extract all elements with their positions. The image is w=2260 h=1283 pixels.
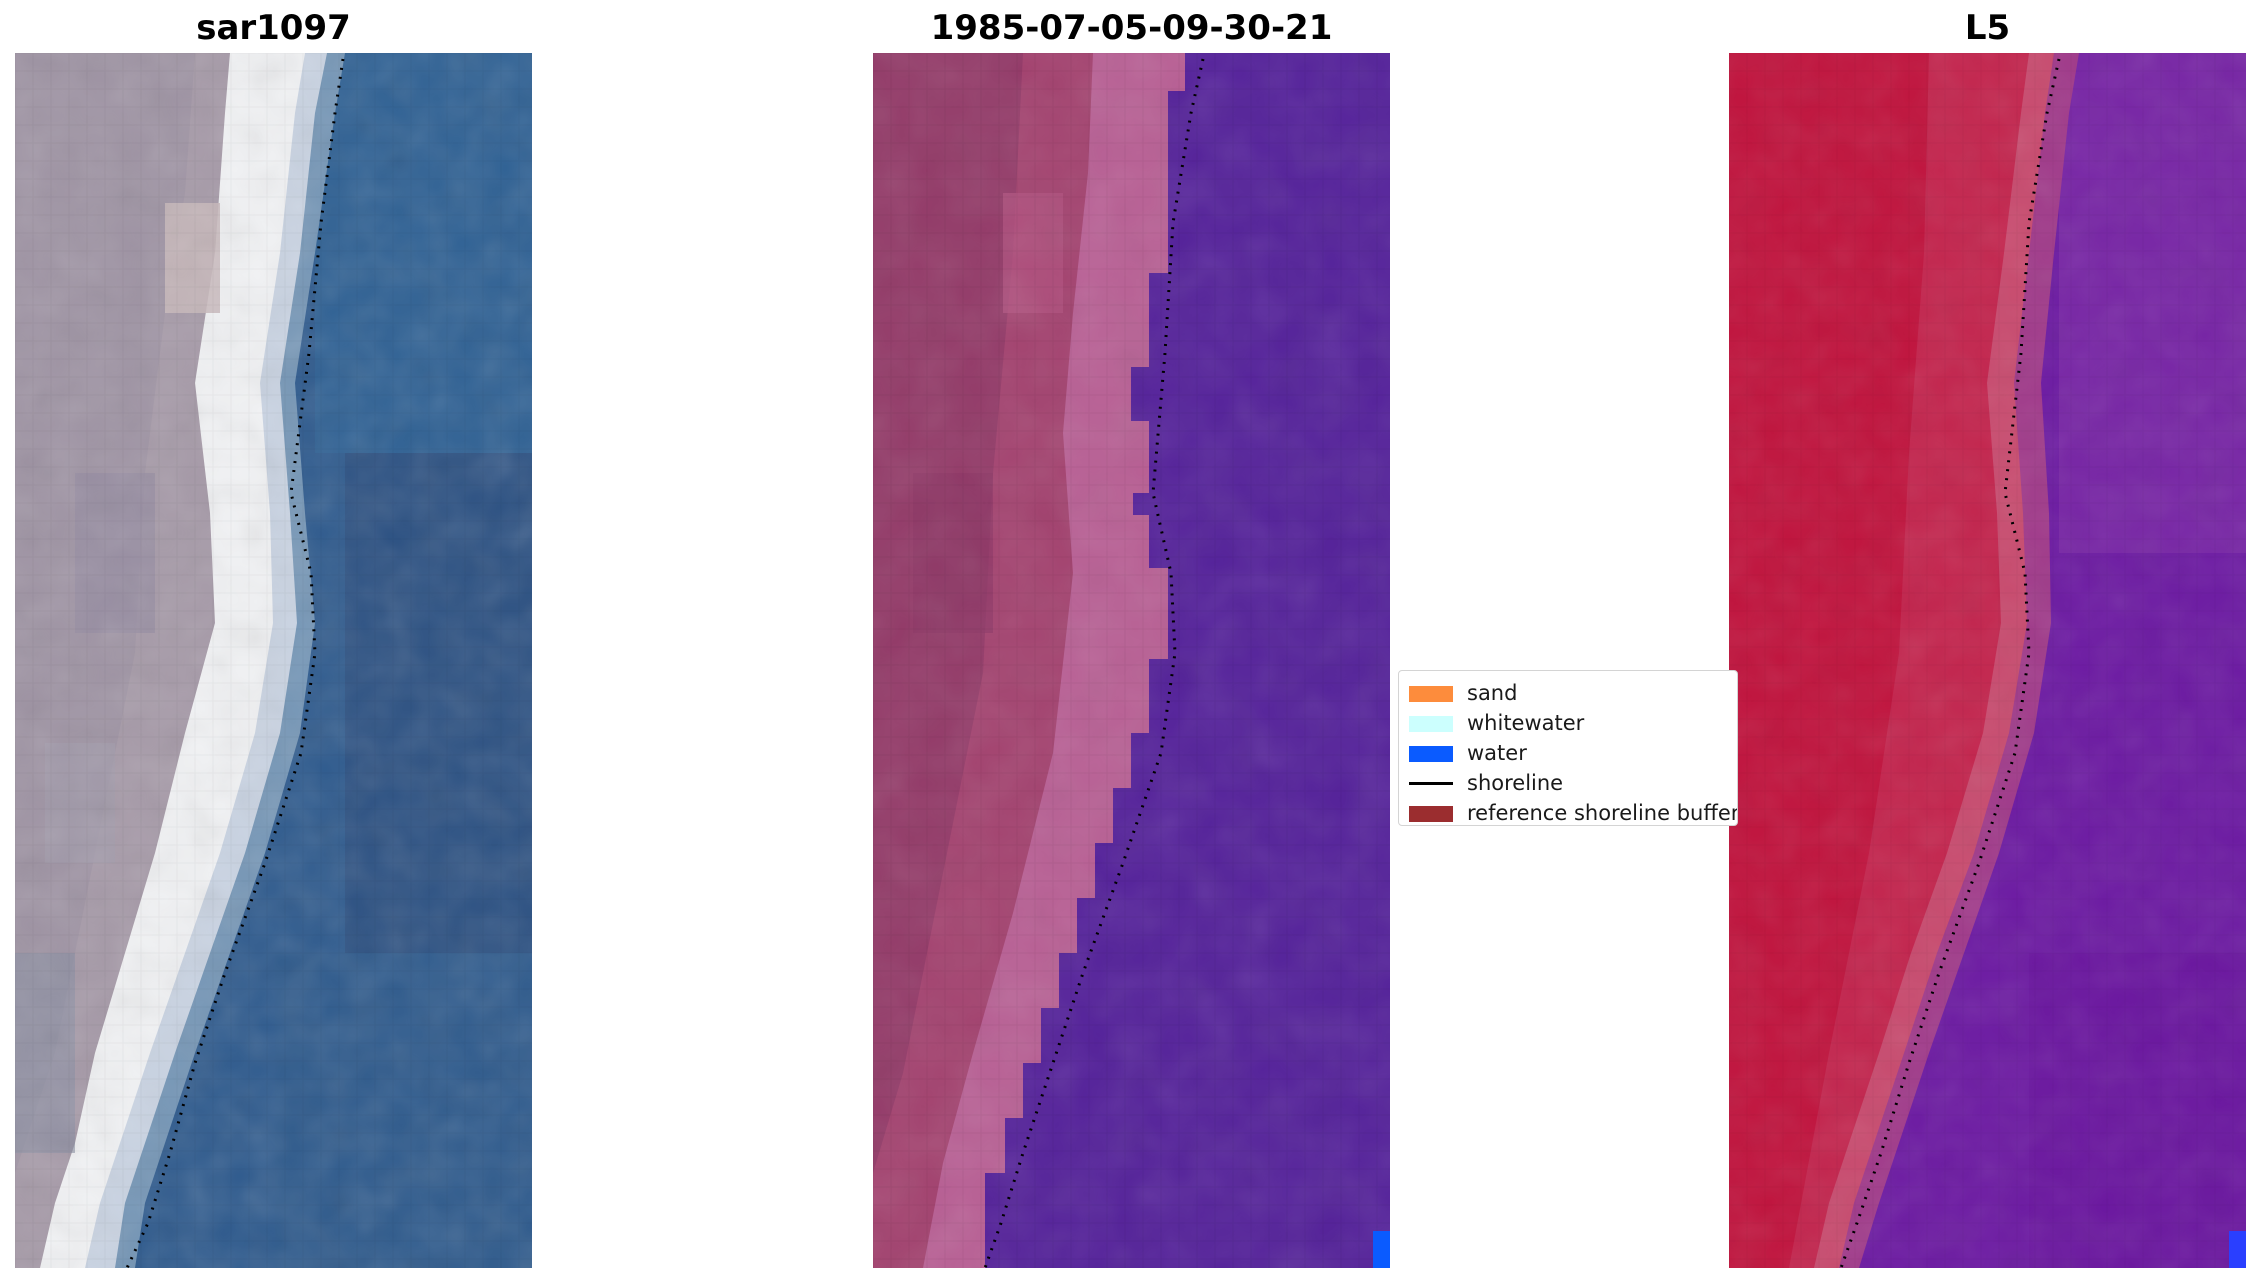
legend-label: whitewater [1467, 711, 1585, 735]
legend-item-reference-buffer: reference shoreline buffer [1399, 799, 1738, 825]
legend: sand whitewater water shoreline referenc… [1398, 670, 1738, 826]
reference-buffer-swatch [1409, 806, 1453, 822]
panel-title-index: L5 [1964, 8, 2011, 48]
index-image [1729, 53, 2246, 1268]
legend-item-sand: sand [1399, 679, 1737, 709]
legend-label: reference shoreline buffer [1467, 801, 1738, 825]
shoreline-line [983, 58, 1205, 1268]
sand-swatch [1409, 686, 1453, 702]
legend-label: shoreline [1467, 771, 1564, 795]
legend-item-whitewater: whitewater [1399, 709, 1737, 739]
index-image-panel [1729, 53, 2246, 1268]
legend-item-water: water [1399, 739, 1737, 769]
shoreline-line [1839, 58, 2061, 1268]
whitewater-swatch [1409, 716, 1453, 732]
water-swatch [1409, 746, 1453, 762]
classification-image [873, 53, 1390, 1268]
legend-label: water [1467, 741, 1527, 765]
water-pixel [2229, 1231, 2246, 1268]
legend-label: sand [1467, 681, 1518, 705]
panel-title-classification: 1985-07-05-09-30-21 [930, 8, 1333, 48]
rgb-image-panel [15, 53, 532, 1268]
classification-panel [873, 53, 1390, 1268]
water-pixel [1373, 1231, 1390, 1268]
shoreline-line-swatch [1409, 782, 1453, 785]
panel-title-rgb: sar1097 [196, 8, 351, 48]
rgb-image [15, 53, 532, 1268]
legend-item-shoreline: shoreline [1399, 769, 1737, 799]
